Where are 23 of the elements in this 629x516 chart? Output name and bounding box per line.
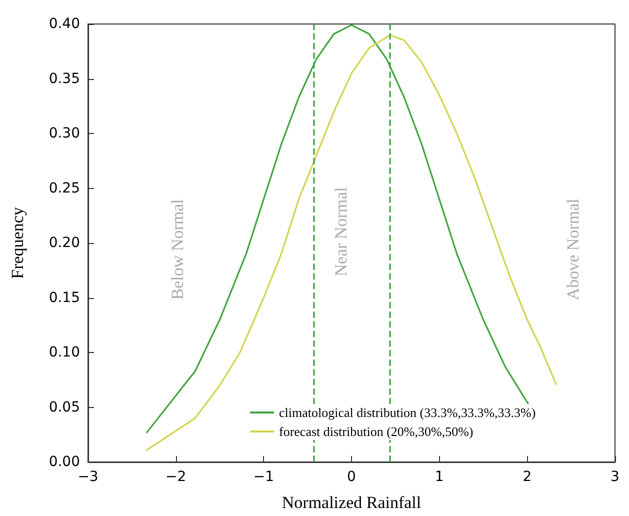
x-tick-label: 2 — [522, 469, 532, 485]
y-tick-label: 0.30 — [48, 126, 80, 142]
x-tick-label: 1 — [434, 469, 444, 485]
x-tick-label: −3 — [78, 469, 98, 485]
y-tick-label: 0.40 — [48, 16, 80, 32]
x-tick-label: 3 — [610, 469, 620, 485]
annotation: Below Normal — [168, 198, 188, 300]
y-tick-label: 0.10 — [48, 344, 80, 360]
legend-label: climatological distribution (33.3%,33.3%,33.3%) — [279, 405, 536, 420]
legend-label: forecast distribution (20%,30%,50%) — [279, 424, 474, 439]
y-tick-label: 0.15 — [48, 290, 80, 306]
x-tick-label: −1 — [253, 469, 274, 485]
y-tick-label: 0.35 — [48, 70, 80, 87]
x-axis-title: Normalized Rainfall — [282, 493, 422, 512]
y-axis-title: Frequency — [8, 206, 27, 279]
y-tick-label: 0.00 — [48, 454, 80, 470]
x-tick-label: 0 — [347, 469, 356, 485]
annotation: Near Normal — [331, 186, 350, 276]
annotation: Above Normal — [563, 198, 582, 300]
y-tick-label: 0.20 — [48, 235, 80, 251]
x-tick-label: −2 — [166, 469, 186, 485]
y-tick-label: 0.25 — [48, 180, 80, 196]
y-tick-label: 0.05 — [48, 399, 80, 416]
